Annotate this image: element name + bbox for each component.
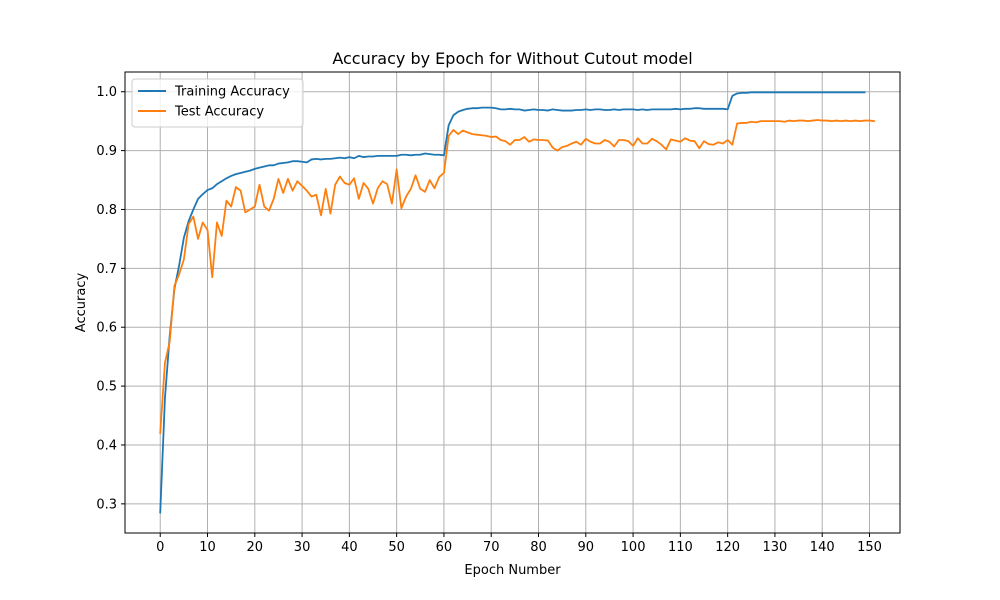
legend-label-training-accuracy: Training Accuracy xyxy=(174,85,290,100)
series-lines xyxy=(159,91,876,514)
y-tick-label: 1.0 xyxy=(96,85,117,100)
series-line-test-accuracy xyxy=(159,119,876,435)
y-tick-label: 0.8 xyxy=(96,203,117,218)
x-tick-label: 150 xyxy=(857,540,882,555)
x-tick-label: 20 xyxy=(247,540,264,555)
x-tick-label: 120 xyxy=(715,540,740,555)
y-axis-label: Accuracy xyxy=(74,273,89,333)
y-tick-label: 0.7 xyxy=(96,262,117,277)
y-tick-label: 0.9 xyxy=(96,144,117,159)
chart-title: Accuracy by Epoch for Without Cutout mod… xyxy=(332,49,692,68)
legend-box xyxy=(131,78,304,128)
x-tick-label: 10 xyxy=(199,540,216,555)
x-tick-label: 50 xyxy=(388,540,405,555)
y-tick-label: 0.6 xyxy=(96,321,117,336)
x-axis-ticks: 0 10 20 30 40 50 60 70 80 90 100 110 120 130 140 150 xyxy=(156,533,882,555)
y-axis-ticks: 0.3 0.4 0.5 0.6 0.7 0.8 0.9 1.0 xyxy=(96,85,125,512)
x-tick-label: 130 xyxy=(763,540,788,555)
legend-label-test-accuracy: Test Accuracy xyxy=(174,105,264,120)
x-tick-label: 0 xyxy=(156,540,164,555)
legend: Training Accuracy Test Accuracy xyxy=(131,78,304,128)
x-tick-label: 30 xyxy=(294,540,311,555)
x-axis-label: Epoch Number xyxy=(464,563,561,578)
series-line-training-accuracy xyxy=(159,91,866,514)
grid xyxy=(125,72,900,533)
x-tick-label: 100 xyxy=(621,540,646,555)
x-tick-label: 80 xyxy=(530,540,547,555)
x-tick-label: 110 xyxy=(668,540,693,555)
x-tick-label: 70 xyxy=(483,540,500,555)
y-tick-label: 0.4 xyxy=(96,438,117,453)
x-tick-label: 40 xyxy=(341,540,358,555)
plot-area-frame xyxy=(124,71,901,534)
x-tick-label: 60 xyxy=(436,540,453,555)
y-tick-label: 0.3 xyxy=(96,497,117,512)
x-tick-label: 140 xyxy=(810,540,835,555)
x-tick-label: 90 xyxy=(578,540,595,555)
y-tick-label: 0.5 xyxy=(96,380,117,395)
